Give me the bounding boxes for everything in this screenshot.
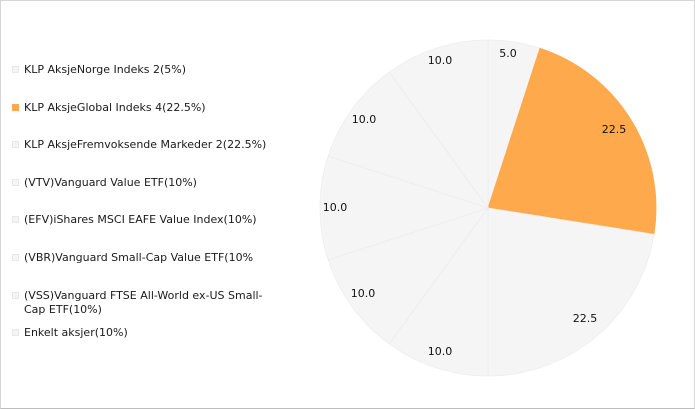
slice-value-label: 10.0 [323,201,348,214]
legend-label: (VTV)Vanguard Value ETF(10%) [24,176,197,189]
pie-slice[interactable] [327,71,490,209]
slice-value-label: 22.5 [602,123,627,136]
legend-label: (VSS)Vanguard FTSE All-World ex-US Small… [24,289,263,316]
legend-label: KLP AksjeNorge Indeks 2(5%) [24,63,187,76]
chart-legend: KLP AksjeNorge Indeks 2(5%) KLP AksjeGlo… [0,0,300,409]
pie-slice[interactable] [487,47,657,235]
legend-label: (EFV)iShares MSCI EAFE Value Index(10%) [24,213,257,226]
legend-label: (VBR)Vanguard Small-Cap Value ETF(10% [24,251,254,264]
legend-swatch [12,179,19,186]
pie-slice[interactable] [388,206,489,377]
slice-value-label: 10.0 [428,345,453,358]
legend-label: KLP AksjeFremvoksende Markeder 2(22.5%) [24,138,267,151]
legend-swatch [12,329,19,336]
legend-swatch [12,254,19,261]
legend-swatch [12,216,19,223]
pie-slice[interactable] [327,207,490,345]
slice-value-label: 22.5 [573,312,598,325]
legend-swatch [12,141,19,148]
legend-swatch [12,104,19,111]
legend-swatch [12,292,19,299]
pie-slice[interactable] [388,39,489,210]
pie-slice[interactable] [487,207,655,377]
slice-value-label: 10.0 [428,54,453,67]
legend-label: Enkelt aksjer(10%) [24,326,128,339]
slice-value-label: 5.0 [499,47,517,60]
legend-label: KLP AksjeGlobal Indeks 4(22.5%) [24,101,206,114]
legend-swatch [12,66,19,73]
pie-slice[interactable] [319,155,490,261]
slice-value-label: 10.0 [352,113,377,126]
slice-value-label: 10.0 [351,287,376,300]
